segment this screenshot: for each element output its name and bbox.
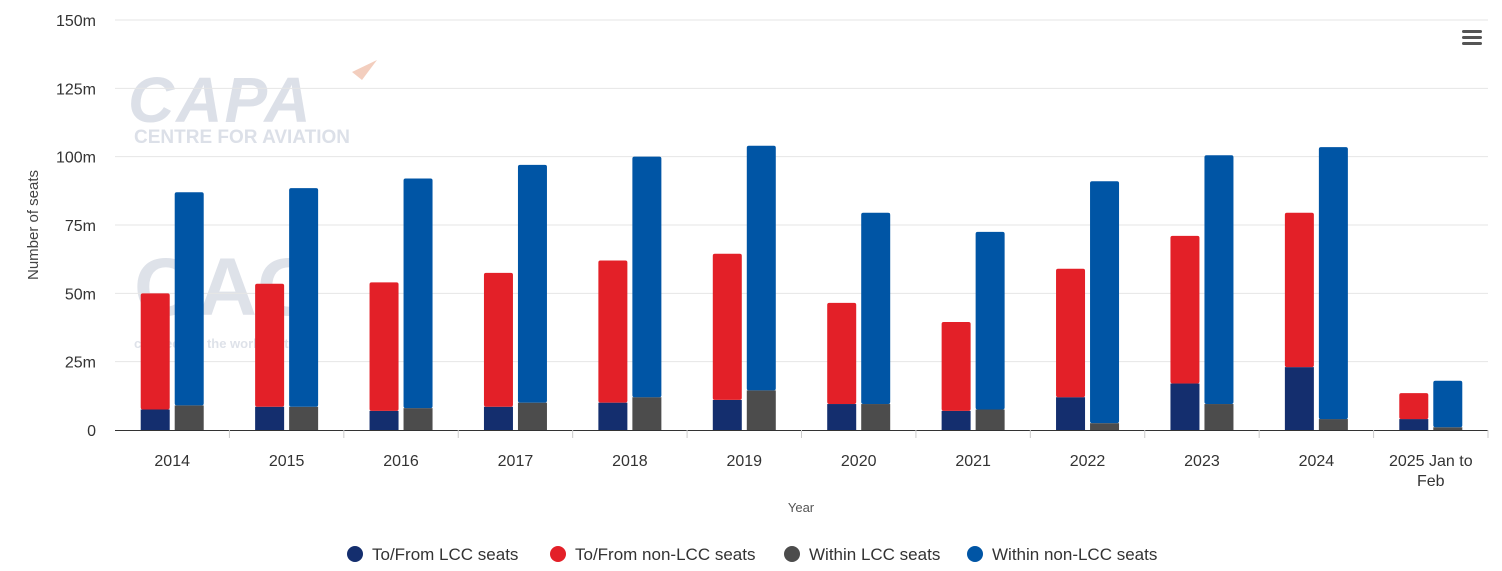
bar-within-lcc-seats-2019 xyxy=(746,390,776,430)
bar-to-from-lcc-seats-2023 xyxy=(1170,383,1200,430)
bar-to-from-non-lcc-seats-2018 xyxy=(598,260,628,403)
bar-within-non-lcc-seats-2025-jan-to-feb xyxy=(1433,380,1463,428)
bar-to-from-lcc-seats-2025-jan-to-feb xyxy=(1399,419,1429,430)
bar-to-from-non-lcc-seats-2023 xyxy=(1170,235,1200,384)
x-tick-label: 2015 xyxy=(269,453,305,470)
bar-within-lcc-seats-2021 xyxy=(975,409,1005,430)
bar-to-from-non-lcc-seats-2017 xyxy=(483,272,513,407)
bar-to-from-non-lcc-seats-2025-jan-to-feb xyxy=(1399,393,1429,420)
y-tick-label: 50m xyxy=(65,286,96,303)
bar-to-from-lcc-seats-2015 xyxy=(255,406,285,430)
x-tick-label: 2014 xyxy=(154,453,190,470)
legend-label: Within non-LCC seats xyxy=(992,545,1157,564)
bar-within-non-lcc-seats-2017 xyxy=(517,164,547,403)
legend-marker xyxy=(967,546,983,562)
bar-to-from-lcc-seats-2016 xyxy=(369,410,399,430)
y-tick-label: 75m xyxy=(65,218,96,235)
bar-within-non-lcc-seats-2015 xyxy=(289,188,319,407)
chart-menu-button[interactable] xyxy=(1458,26,1486,50)
bar-to-from-lcc-seats-2020 xyxy=(827,404,857,430)
legend: To/From LCC seats To/From non-LCC seats Wi… xyxy=(347,545,1157,564)
bars xyxy=(140,145,1463,430)
x-tick-label: 2016 xyxy=(383,453,419,470)
bar-to-from-non-lcc-seats-2024 xyxy=(1284,212,1314,368)
bar-to-from-non-lcc-seats-2021 xyxy=(941,322,971,411)
y-tick-label: 0 xyxy=(87,423,96,440)
bar-within-non-lcc-seats-2020 xyxy=(861,212,891,405)
y-tick-label: 25m xyxy=(65,355,96,372)
svg-text:CENTRE FOR AVIATION: CENTRE FOR AVIATION xyxy=(134,127,350,148)
bar-within-lcc-seats-2024 xyxy=(1318,419,1348,430)
y-tick-label: 125m xyxy=(56,81,96,98)
bar-to-from-lcc-seats-2014 xyxy=(140,409,170,430)
legend-marker xyxy=(784,546,800,562)
bar-to-from-lcc-seats-2021 xyxy=(941,410,971,430)
x-tick-label: 2020 xyxy=(841,453,877,470)
legend-item-to-from-non-lcc-seats[interactable]: To/From non-LCC seats xyxy=(550,545,755,564)
bar-within-lcc-seats-2020 xyxy=(861,404,891,430)
bar-within-lcc-seats-2014 xyxy=(174,405,204,430)
legend-item-to-from-lcc-seats[interactable]: To/From LCC seats xyxy=(347,545,518,564)
legend-label: To/From LCC seats xyxy=(372,545,518,564)
bar-within-non-lcc-seats-2021 xyxy=(975,231,1005,410)
x-tick-label: 2017 xyxy=(498,453,534,470)
y-tick-label: 100m xyxy=(56,150,96,167)
svg-text:CAPA: CAPA xyxy=(128,64,313,136)
x-axis-title: Year xyxy=(788,500,815,515)
y-axis-title: Number of seats xyxy=(25,170,42,280)
legend-label: Within LCC seats xyxy=(809,545,940,564)
bar-to-from-non-lcc-seats-2022 xyxy=(1056,268,1086,398)
bar-within-non-lcc-seats-2024 xyxy=(1318,147,1348,420)
bar-within-lcc-seats-2023 xyxy=(1204,404,1234,430)
x-tick-label: 2024 xyxy=(1299,453,1335,470)
x-tick-label: 2022 xyxy=(1070,453,1106,470)
bar-within-lcc-seats-2016 xyxy=(403,408,433,430)
legend-marker xyxy=(550,546,566,562)
bar-within-non-lcc-seats-2018 xyxy=(632,156,662,398)
bar-to-from-lcc-seats-2017 xyxy=(483,406,513,430)
bar-within-non-lcc-seats-2019 xyxy=(746,145,776,391)
axes: 0 25m 50m 75m 100m 125m 150m 2014 2015 2016 2017 20… xyxy=(56,13,1489,490)
bar-to-from-non-lcc-seats-2015 xyxy=(255,283,285,407)
bar-to-from-lcc-seats-2024 xyxy=(1284,367,1314,430)
bar-within-lcc-seats-2025-jan-to-feb xyxy=(1433,427,1463,430)
bar-within-lcc-seats-2015 xyxy=(289,406,319,430)
legend-item-within-non-lcc-seats[interactable]: Within non-LCC seats xyxy=(967,545,1157,564)
y-tick-label: 150m xyxy=(56,13,96,30)
bar-within-lcc-seats-2022 xyxy=(1090,423,1120,430)
bar-to-from-lcc-seats-2019 xyxy=(712,399,742,430)
legend-label: To/From non-LCC seats xyxy=(575,545,755,564)
x-tick-label: 2023 xyxy=(1184,453,1220,470)
x-tick-label: 2018 xyxy=(612,453,648,470)
x-tick-label: 2025 Jan to Feb xyxy=(1389,453,1473,490)
bar-to-from-non-lcc-seats-2019 xyxy=(712,253,742,400)
bar-to-from-non-lcc-seats-2016 xyxy=(369,282,399,411)
bar-within-non-lcc-seats-2014 xyxy=(174,192,204,406)
x-tick-label: 2021 xyxy=(955,453,991,470)
legend-marker xyxy=(347,546,363,562)
y-gridlines xyxy=(115,19,1488,363)
legend-item-within-lcc-seats[interactable]: Within LCC seats xyxy=(784,545,940,564)
bar-to-from-non-lcc-seats-2014 xyxy=(140,293,170,410)
x-tick-label: 2019 xyxy=(726,453,762,470)
bar-within-lcc-seats-2017 xyxy=(517,402,547,430)
bar-within-non-lcc-seats-2023 xyxy=(1204,155,1234,405)
capa-swoosh-icon xyxy=(352,60,377,80)
watermark-capa-logo: CAPA CENTRE FOR AVIATION xyxy=(128,60,377,148)
bar-to-from-lcc-seats-2018 xyxy=(598,402,628,430)
bar-to-from-lcc-seats-2022 xyxy=(1056,397,1086,430)
hamburger-menu-icon xyxy=(1462,30,1482,45)
bar-within-non-lcc-seats-2022 xyxy=(1090,181,1120,424)
bar-within-lcc-seats-2018 xyxy=(632,397,662,430)
bar-to-from-non-lcc-seats-2020 xyxy=(827,302,857,405)
bar-within-non-lcc-seats-2016 xyxy=(403,178,433,409)
